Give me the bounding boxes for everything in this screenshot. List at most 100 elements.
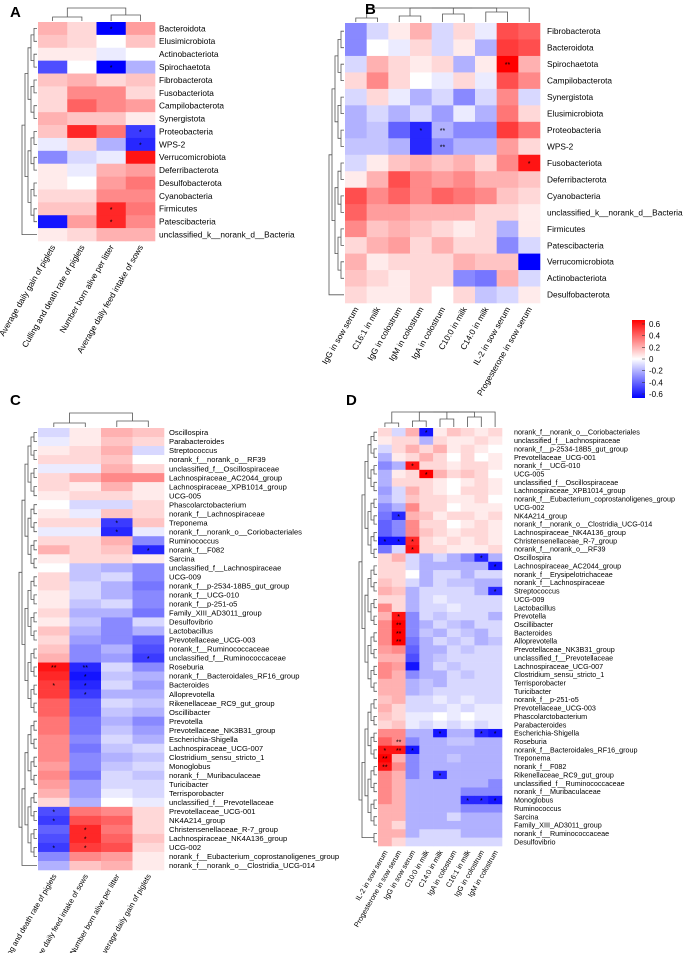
significance-star: * <box>52 845 55 852</box>
heatmap-cell <box>388 220 411 238</box>
row-dendrogram-branch <box>24 608 28 681</box>
heatmap-cell <box>69 644 102 654</box>
heatmap-cell <box>378 653 393 663</box>
heatmap-cell <box>67 176 97 190</box>
heatmap-cell <box>488 770 503 780</box>
heatmap-cell <box>518 72 541 90</box>
heatmap-cell <box>378 595 393 604</box>
heatmap-cell <box>460 653 475 663</box>
row-dendrogram-branch <box>370 636 374 655</box>
heatmap-cell <box>433 603 448 613</box>
heatmap-cell <box>433 469 448 479</box>
heatmap-cell <box>132 797 165 808</box>
row-label: Actinobacteriota <box>159 49 219 59</box>
heatmap-cell <box>433 611 448 621</box>
heatmap-cell <box>345 121 367 139</box>
row-label: Desulfobacterota <box>547 290 610 300</box>
row-label: unclassified_f__Oscillospiraceae <box>169 464 279 473</box>
heatmap-cell <box>474 712 489 721</box>
row-label: norank_f__norank_o__Clostridia_UCG-014 <box>169 861 315 870</box>
row-dendrogram-branch <box>30 761 34 781</box>
heatmap-cell <box>460 628 475 638</box>
row-label: Fusobacteriota <box>159 88 214 98</box>
heatmap-cell <box>433 770 448 780</box>
heatmap-cell <box>366 105 389 123</box>
heatmap-cell <box>378 795 393 805</box>
row-label: Lachnospiraceae_AC2044_group <box>169 473 282 482</box>
heatmap-cell <box>378 804 393 813</box>
significance-star: ** <box>440 145 446 152</box>
heatmap-cell <box>474 829 489 838</box>
heatmap-cell <box>388 55 411 73</box>
heatmap-cell <box>101 653 133 663</box>
heatmap-cell <box>38 572 70 582</box>
heatmap-cell <box>345 171 367 189</box>
row-dendrogram-branch <box>370 703 374 721</box>
heatmap-cell <box>460 578 475 588</box>
heatmap-cell <box>496 204 519 221</box>
column-dendrogram-branch <box>485 11 508 22</box>
heatmap-cell <box>366 72 389 90</box>
heatmap-cell <box>518 138 541 156</box>
heatmap-cell <box>474 779 489 788</box>
heatmap-cell <box>453 39 476 57</box>
heatmap-cell <box>446 745 461 755</box>
heatmap-cell <box>391 762 406 772</box>
heatmap-cell <box>474 570 489 579</box>
heatmap-cell <box>67 150 97 164</box>
heatmap-cell <box>488 545 503 554</box>
heatmap-cell <box>419 637 434 646</box>
heatmap-cell <box>488 511 503 521</box>
row-label: Prevotellaceae_UCG-003 <box>169 636 256 645</box>
heatmap-cell <box>419 620 434 629</box>
heatmap-cell <box>101 824 133 835</box>
heatmap-cell <box>378 662 393 671</box>
row-dendrogram-branch <box>33 156 37 171</box>
heatmap-cell <box>474 804 489 813</box>
heatmap-cell <box>419 561 434 571</box>
significance-star: * <box>528 161 531 168</box>
heatmap-cell <box>69 725 102 735</box>
heatmap-cell <box>460 728 475 738</box>
heatmap-cell <box>388 88 411 106</box>
heatmap-cell <box>419 570 434 579</box>
heatmap-cell <box>366 121 389 139</box>
heatmap-cell <box>391 519 406 529</box>
heatmap-cell <box>388 237 411 254</box>
heatmap-cell <box>96 34 127 49</box>
significance-star: * <box>110 65 113 72</box>
heatmap-cell <box>419 837 434 847</box>
heatmap-cell <box>453 121 476 139</box>
heatmap-cell <box>488 787 503 797</box>
heatmap-cell <box>446 787 461 797</box>
heatmap-cell <box>391 528 406 537</box>
row-dendrogram-branch <box>33 79 37 94</box>
heatmap-cell <box>488 829 503 838</box>
heatmap-cell <box>101 464 133 474</box>
column-dendrogram-branch <box>398 15 422 22</box>
heatmap-cell <box>132 743 165 754</box>
heatmap-cell <box>474 720 489 730</box>
heatmap-cell <box>69 491 102 501</box>
heatmap-cell <box>391 645 406 655</box>
heatmap-cell <box>446 620 461 629</box>
heatmap-cell <box>496 121 519 139</box>
row-label: Ruminococcus <box>169 536 219 545</box>
heatmap-cell <box>488 712 503 721</box>
row-label: Roseburia <box>169 663 204 672</box>
heatmap-cell <box>474 453 489 462</box>
heatmap-cell <box>96 176 127 190</box>
row-dendrogram-branch <box>33 558 37 569</box>
heatmap-cell <box>69 761 102 772</box>
heatmap-cell <box>96 47 127 61</box>
row-label: Terrisporobacter <box>514 679 567 688</box>
heatmap-cell <box>460 762 475 772</box>
heatmap-cell <box>446 611 461 621</box>
heatmap-cell <box>410 220 432 238</box>
row-label: norank_f__norank_o__Coriobacteriales <box>169 527 302 536</box>
heatmap-cell <box>488 678 503 688</box>
heatmap-cell <box>391 469 406 479</box>
heatmap-cell <box>132 482 165 492</box>
heatmap-cell <box>446 444 461 454</box>
